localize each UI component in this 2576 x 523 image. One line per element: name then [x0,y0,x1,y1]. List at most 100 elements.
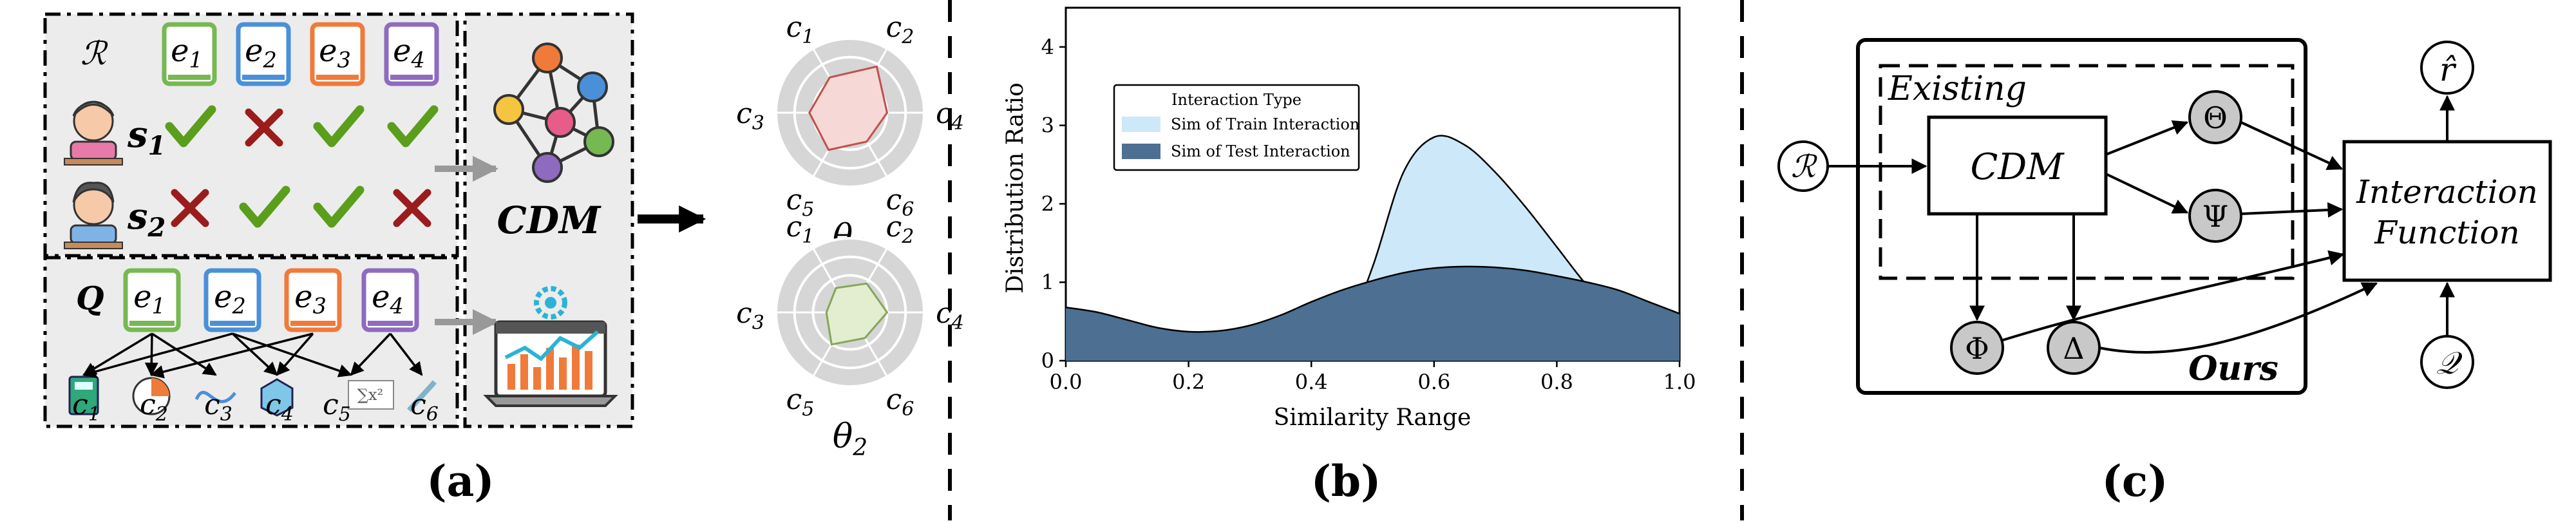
concept-label: c4 [265,388,294,426]
ability-polygon [825,282,889,346]
exercise-book-icon: e1 [162,22,217,86]
delta-label: Δ [2063,331,2084,366]
exercise-book-icon: e4 [361,268,419,332]
y-tick-label: 4 [1041,35,1054,59]
exercise-book-icon: e3 [310,22,365,86]
cdm-caption: CDM [497,198,601,242]
y-tick-label: 1 [1041,270,1054,294]
y-tick-label: 2 [1041,191,1054,216]
x-tick-label: 0.6 [1417,370,1450,394]
radar-charts: c1c2c4c6c5c3θ1c1c2c4c6c5c3θ2 [736,11,964,461]
analytics-icon [483,286,618,407]
formula-text: ∑x² [357,386,383,404]
caption-b: (b) [1311,456,1381,506]
legend-item-test: Sim of Test Interaction [1171,142,1350,160]
qmatrix-link [231,332,278,376]
legend-swatch-test [1122,144,1160,159]
concept-label: c3 [204,388,232,426]
radar-axis-label: c2 [886,11,914,48]
ours-frame [1856,38,2307,395]
response-node-label: ℛ [1791,149,1818,185]
existing-frame [1879,64,2295,280]
radar-axis-label: c3 [736,97,764,135]
x-axis-ticks: 0.0 0.2 0.4 0.6 0.8 1.0 [1050,361,1696,394]
y-axis-label: Distribution Ratio [1002,82,1028,294]
psi-label: Ψ [2202,199,2228,234]
radar-axis-label: c6 [886,383,914,421]
x-tick-label: 0.0 [1050,370,1083,394]
incorrect-cross-icon [393,189,431,227]
concept-label: c5 [323,388,351,426]
exercise-label: e4 [393,33,425,73]
correct-check-icon [239,185,290,228]
legend-swatch-train [1122,117,1160,132]
x-axis-label: Similarity Range [1274,404,1472,431]
caption-c: (c) [2102,456,2168,506]
qmatrix-link [151,332,217,376]
qmatrix-label: Q [76,279,104,317]
concept-label: c2 [140,388,168,426]
gear-icon [534,286,567,319]
exercise-label: e3 [319,33,351,73]
cdm-block [1927,115,2108,216]
response-marks [165,105,439,228]
legend-title: Interaction Type [1171,91,1302,109]
student-2: s2 [64,182,166,249]
correct-check-icon [313,105,365,147]
legend: Interaction Type Sim of Train Interactio… [1113,84,1360,171]
panel-b-chart: 0.0 0.2 0.4 0.6 0.8 1.0 0 1 2 3 4 Similarity Rang… [1002,6,1696,431]
y-tick-label: 0 [1041,348,1054,373]
qmatrix-link [144,333,158,377]
exercise-label: e1 [133,279,166,319]
radar-axis-label: c1 [786,211,815,248]
interaction-function-block [2342,140,2552,282]
phi-node [1950,321,2004,375]
radar-axis-label: c5 [786,383,815,421]
incorrect-cross-icon [245,108,283,147]
student-1-label: s1 [127,113,166,161]
ours-label: Ours [2188,349,2278,388]
flow-arrows [1828,95,2455,354]
radar-axis-label: c6 [886,184,914,221]
exercise-book-icon: e1 [123,268,181,332]
exercise-label: e1 [171,33,203,73]
existing-label: Existing [1888,70,2027,108]
qmatrix-link [389,332,423,376]
theta-label: Θ [2203,100,2228,135]
student-1: s1 [64,100,166,166]
psi-node [2188,189,2242,243]
concept-label: c6 [410,388,439,426]
cdm-block-label: CDM [1970,146,2065,188]
x-tick-label: 0.2 [1172,370,1205,394]
correct-check-icon [165,105,216,147]
incorrect-cross-icon [171,189,209,227]
response-matrix-label: ℛ [80,35,108,72]
exercise-row-bottom: e1 e2 e3 e4 [123,268,419,332]
radar-axis-label: c3 [736,297,764,334]
exercise-book-icon: e3 [284,268,342,332]
legend-item-train: Sim of Train Interaction [1171,115,1359,133]
qmatrix-link [350,332,392,376]
interaction-label-2: Function [2374,214,2520,251]
x-tick-label: 1.0 [1663,370,1696,394]
theta-label: θ2 [833,417,867,461]
formula-icon: ∑x² [348,380,394,410]
caption-a: (a) [426,456,494,506]
network-icon [493,43,614,183]
qmatrix-link [82,332,233,379]
correct-check-icon [313,185,365,228]
theta-node [2188,90,2242,144]
qmatrix-link [149,332,314,379]
prediction-node [2420,41,2474,95]
qmatrix-link [232,332,352,377]
radar-axis-label: c5 [786,184,815,221]
panel-a: ℛ Q e1 e2 e3 e4 e1 e2 e3 e4 s1 s2 [43,11,964,461]
concept-label: c1 [72,388,100,426]
exercise-label: e2 [245,33,277,73]
exercise-label: e4 [372,279,404,319]
x-tick-label: 0.4 [1295,370,1328,394]
prediction-label: r̂ [2439,51,2457,88]
